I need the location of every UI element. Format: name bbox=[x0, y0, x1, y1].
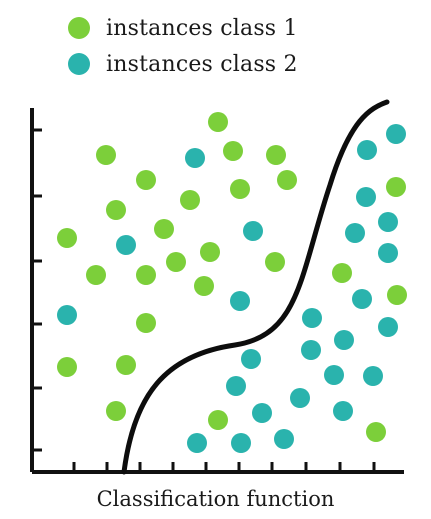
diagram-caption: Classification function bbox=[96, 487, 335, 511]
class-1-point bbox=[166, 252, 186, 272]
class-2-point bbox=[241, 349, 261, 369]
class-2-point bbox=[356, 187, 376, 207]
class-1-point bbox=[136, 265, 156, 285]
class-2-point bbox=[386, 124, 406, 144]
class-2-point bbox=[352, 289, 372, 309]
class-2-point bbox=[252, 403, 272, 423]
axes bbox=[30, 108, 404, 474]
class-2-point bbox=[378, 317, 398, 337]
class-1-point bbox=[387, 285, 407, 305]
class-1-point bbox=[96, 145, 116, 165]
class-2-point bbox=[324, 365, 344, 385]
class-2-point bbox=[274, 429, 294, 449]
class-2-point bbox=[301, 340, 321, 360]
class-1-point bbox=[366, 422, 386, 442]
class-1-point bbox=[208, 410, 228, 430]
class-2-point bbox=[345, 223, 365, 243]
legend-label-class-2: instances class 2 bbox=[106, 51, 298, 77]
class-1-point bbox=[57, 357, 77, 377]
class-2-point bbox=[243, 221, 263, 241]
class-1-point bbox=[265, 252, 285, 272]
class-1-point bbox=[86, 265, 106, 285]
class-1-point bbox=[136, 313, 156, 333]
legend-item-class-2: instances class 2 bbox=[68, 46, 298, 82]
class-2-point bbox=[187, 433, 207, 453]
legend: instances class 1 instances class 2 bbox=[68, 10, 298, 82]
class-1-point bbox=[386, 177, 406, 197]
class-2-point bbox=[378, 243, 398, 263]
class-2-point bbox=[57, 305, 77, 325]
class-2-point bbox=[290, 388, 310, 408]
class-1-point bbox=[332, 263, 352, 283]
class-1-point bbox=[116, 355, 136, 375]
class-2-point bbox=[334, 330, 354, 350]
class-1-point bbox=[277, 170, 297, 190]
class-2-point bbox=[333, 401, 353, 421]
class-1-point bbox=[266, 145, 286, 165]
class-1-point bbox=[208, 112, 228, 132]
legend-label-class-1: instances class 1 bbox=[106, 15, 298, 41]
class-1-point bbox=[154, 219, 174, 239]
class-1-point bbox=[200, 242, 220, 262]
class-2-point bbox=[230, 291, 250, 311]
class-2-point bbox=[231, 433, 251, 453]
legend-swatch-class-1 bbox=[68, 17, 90, 39]
class-1-point bbox=[194, 276, 214, 296]
x-axis-ticks bbox=[72, 462, 376, 472]
points-class-1 bbox=[57, 112, 407, 442]
class-2-point bbox=[363, 366, 383, 386]
class-1-point bbox=[57, 228, 77, 248]
legend-item-class-1: instances class 1 bbox=[68, 10, 298, 46]
class-2-point bbox=[302, 308, 322, 328]
class-2-point bbox=[226, 376, 246, 396]
class-1-point bbox=[230, 179, 250, 199]
legend-swatch-class-2 bbox=[68, 53, 90, 75]
class-1-point bbox=[136, 170, 156, 190]
classification-boundary-curve bbox=[121, 99, 390, 475]
points-class-2 bbox=[57, 124, 406, 453]
class-1-point bbox=[106, 200, 126, 220]
class-1-point bbox=[180, 190, 200, 210]
class-2-point bbox=[357, 140, 377, 160]
class-2-point bbox=[116, 235, 136, 255]
class-1-point bbox=[223, 141, 243, 161]
y-axis-ticks bbox=[32, 128, 42, 452]
class-2-point bbox=[378, 212, 398, 232]
class-2-point bbox=[185, 148, 205, 168]
class-1-point bbox=[106, 401, 126, 421]
